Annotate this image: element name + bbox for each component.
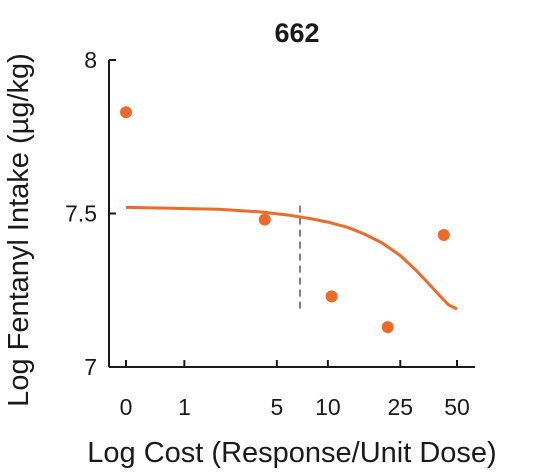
y-tick-label: 7	[84, 354, 97, 380]
x-tick-label: 10	[315, 394, 341, 420]
x-tick-label: 0	[120, 394, 133, 420]
data-point	[381, 321, 394, 334]
fit-curve	[125, 205, 458, 311]
y-ticks: 77.58	[65, 47, 116, 380]
x-tick-label: 5	[270, 394, 283, 420]
data-points	[120, 106, 450, 334]
x-tick-label: 25	[387, 394, 413, 420]
data-point	[437, 228, 450, 241]
x-ticks: 0 1 5 10 25 50	[120, 360, 470, 420]
x-tick-label: 50	[444, 394, 470, 420]
x-axis-label: Log Cost (Response/Unit Dose)	[87, 437, 496, 469]
x-tick-label: 1	[178, 394, 191, 420]
data-point	[258, 213, 271, 226]
y-tick-label: 7.5	[65, 201, 97, 227]
data-point	[120, 106, 132, 119]
chart-title: 662	[274, 18, 319, 48]
y-axis-label: Log Fentanyl Intake (µg/kg)	[3, 53, 35, 407]
data-point	[325, 290, 338, 303]
plot-area: 77.58 0 1 5 10 25 50	[65, 47, 475, 420]
y-tick-label: 8	[84, 47, 97, 73]
